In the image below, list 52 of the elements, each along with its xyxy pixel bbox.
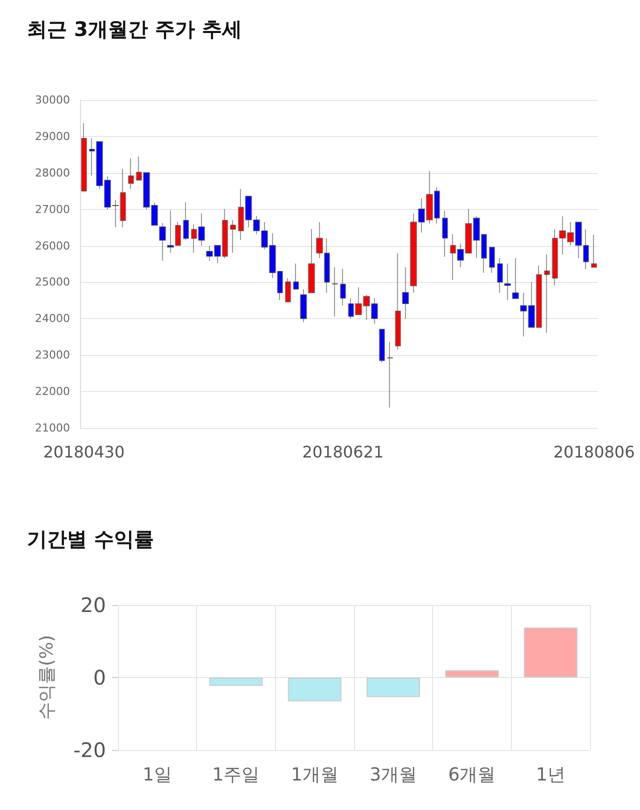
x-tick-label: 1년	[536, 764, 566, 786]
candlestick	[591, 234, 597, 268]
y-tick-label: 25000	[35, 276, 70, 289]
x-tick-label: 1주일	[212, 764, 260, 786]
candlestick	[285, 278, 291, 302]
y-tick-label: 0	[93, 666, 106, 690]
candlestick	[308, 228, 315, 294]
y-axis-title: 수익률(%)	[36, 634, 58, 720]
candlestick	[504, 263, 511, 300]
candlestick	[544, 254, 550, 334]
y-tick-label: 28000	[35, 166, 70, 180]
y-tick-label: 24000	[35, 312, 70, 326]
candlestick	[379, 328, 385, 363]
y-tick-label: 30000	[35, 94, 70, 106]
candlestick	[512, 258, 519, 299]
y-tick-label: 26000	[35, 239, 70, 252]
x-tick-label: 1일	[142, 764, 172, 786]
x-tick-label: 20180621	[302, 442, 384, 462]
candlestick	[395, 252, 401, 350]
candlestick	[497, 258, 503, 294]
y-tick-label: 23000	[35, 348, 70, 362]
bar	[288, 678, 342, 702]
bar	[524, 627, 578, 678]
candlestick	[442, 210, 448, 258]
y-tick-label: 22000	[35, 385, 70, 398]
candlestick	[81, 123, 87, 192]
y-tick-label: 29000	[35, 130, 70, 143]
x-tick-label: 6개월	[448, 764, 496, 786]
x-tick-label: 1개월	[290, 764, 338, 786]
y-tick-label: 21000	[35, 422, 70, 434]
candlestick	[159, 222, 166, 262]
candlestick	[402, 266, 409, 319]
candlestick	[183, 202, 189, 241]
candlestick	[340, 268, 346, 306]
y-tick-label: 27000	[35, 202, 70, 216]
candlestick	[332, 266, 338, 317]
x-tick-label: 3개월	[370, 764, 418, 786]
chart-title: 최근 3개월간 주가 추세	[27, 17, 242, 41]
bar	[445, 670, 499, 678]
candlestick	[387, 342, 393, 408]
candlestick	[128, 158, 134, 190]
candlestick	[489, 246, 495, 274]
chart-title: 기간별 수익률	[27, 527, 154, 551]
candlestick	[230, 220, 236, 253]
x-tick-label: 20180430	[43, 442, 125, 462]
candlestick	[300, 288, 307, 323]
y-tick-label: -20	[73, 738, 106, 762]
bar	[209, 678, 263, 686]
bar	[366, 678, 420, 698]
x-tick-label: 20180806	[553, 442, 635, 462]
y-tick-label: 20	[80, 593, 106, 617]
candlestick	[293, 263, 299, 290]
